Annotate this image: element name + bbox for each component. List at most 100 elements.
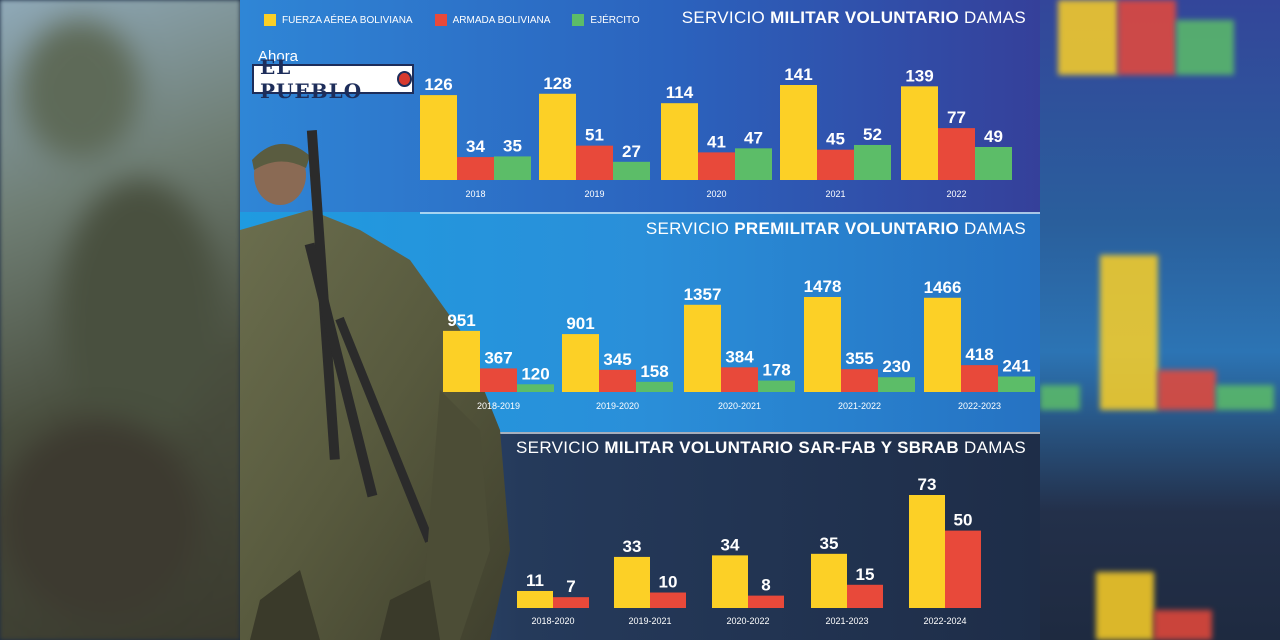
- category-label: 2020-2021: [718, 401, 761, 411]
- data-label: 34: [721, 535, 740, 554]
- data-label: 33: [623, 537, 642, 556]
- bar-2-3-0: [811, 553, 847, 608]
- data-label: 139: [905, 66, 933, 85]
- title-bold: MILITAR VOLUNTARIO: [770, 8, 960, 27]
- category-label: 2020-2022: [726, 616, 769, 626]
- infographic: FUERZA AÉREA BOLIVIANA ARMADA BOLIVIANA …: [240, 0, 1040, 640]
- data-label: 345: [603, 350, 631, 369]
- bar-2-2-1: [748, 595, 784, 608]
- bar-1-1-1: [599, 369, 636, 392]
- bar-2-0-0: [517, 590, 553, 608]
- legend-swatch: [434, 14, 447, 26]
- bar-1-4-2: [998, 376, 1035, 392]
- title-pre: SERVICIO: [681, 8, 771, 27]
- data-label: 241: [1002, 357, 1030, 376]
- data-label: 128: [543, 74, 571, 93]
- bar-1-2-0: [684, 304, 721, 392]
- logo-name: EL PUEBLO: [260, 55, 363, 103]
- title-post: DAMAS: [959, 438, 1026, 457]
- data-label: 51: [585, 126, 604, 145]
- bar-0-2-0: [661, 103, 698, 180]
- data-label: 114: [666, 83, 694, 102]
- bar-2-4-0: [909, 495, 945, 608]
- bar-2-4-1: [945, 530, 981, 608]
- bar-0-2-1: [698, 152, 735, 180]
- bar-0-4-0: [901, 86, 938, 180]
- title-bold: MILITAR VOLUNTARIO SAR-FAB Y SBRAB: [604, 438, 960, 457]
- bar-1-3-1: [841, 369, 878, 392]
- title-pre: SERVICIO: [645, 219, 735, 238]
- data-label: 384: [725, 347, 754, 366]
- data-label: 126: [424, 75, 452, 94]
- title-post: DAMAS: [959, 8, 1026, 27]
- legend-item-armada: ARMADA BOLIVIANA: [434, 14, 551, 26]
- bar-charts: 126 34 35 2018 128 51 27 2019 114 41 47 2020 141 45 52…: [420, 65, 1035, 626]
- category-label: 2019: [584, 189, 604, 199]
- data-label: 47: [744, 128, 763, 147]
- category-label: 2021-2022: [838, 401, 881, 411]
- bar-2-2-0: [712, 555, 748, 608]
- data-label: 50: [954, 511, 973, 530]
- bar-2-3-1: [847, 584, 883, 608]
- category-label: 2018-2020: [531, 616, 574, 626]
- legend-label: FUERZA AÉREA BOLIVIANA: [282, 14, 413, 26]
- data-label: 120: [521, 364, 549, 383]
- category-label: 2019-2021: [628, 616, 671, 626]
- bar-2-0-1: [553, 597, 589, 608]
- bar-0-4-2: [975, 146, 1012, 180]
- data-label: 230: [882, 357, 910, 376]
- title-pre: SERVICIO: [516, 438, 605, 457]
- bar-0-1-1: [576, 145, 613, 180]
- title-post: DAMAS: [959, 219, 1026, 238]
- data-label: 951: [447, 311, 475, 330]
- bar-1-4-1: [961, 365, 998, 392]
- bar-0-3-2: [854, 144, 891, 180]
- title-bold: PREMILITAR VOLUNTARIO: [734, 219, 960, 238]
- bar-0-1-2: [613, 161, 650, 180]
- legend-item-fuerza-aerea: FUERZA AÉREA BOLIVIANA: [264, 14, 413, 26]
- data-label: 52: [863, 125, 882, 144]
- bar-0-4-1: [938, 128, 975, 180]
- data-label: 8: [761, 576, 770, 595]
- legend-label: EJÉRCITO: [590, 14, 640, 26]
- category-label: 2022-2024: [923, 616, 966, 626]
- bar-0-2-2: [735, 148, 772, 180]
- bar-1-4-0: [924, 297, 961, 392]
- section-title-1: SERVICIO MILITAR VOLUNTARIO DAMAS: [682, 8, 1026, 28]
- legend-label: ARMADA BOLIVIANA: [452, 14, 551, 26]
- section-divider: [420, 432, 1040, 434]
- category-label: 2019-2020: [596, 401, 639, 411]
- bar-1-0-1: [480, 368, 517, 392]
- data-label: 35: [503, 136, 522, 155]
- category-label: 2020: [706, 189, 726, 199]
- data-label: 11: [526, 571, 544, 590]
- bar-2-1-1: [650, 592, 686, 608]
- bar-1-0-0: [443, 330, 480, 392]
- bar-0-3-1: [817, 149, 854, 180]
- data-label: 34: [466, 137, 485, 156]
- data-label: 10: [659, 573, 678, 592]
- data-label: 77: [947, 108, 966, 127]
- section-divider: [420, 212, 1040, 214]
- section-title-3: SERVICIO MILITAR VOLUNTARIO SAR-FAB Y SB…: [516, 438, 1026, 458]
- data-label: 73: [918, 475, 937, 494]
- data-label: 1478: [804, 277, 842, 296]
- category-label: 2018: [465, 189, 485, 199]
- logo-emblem-icon: [396, 71, 412, 87]
- bar-0-1-0: [539, 93, 576, 180]
- data-label: 1357: [684, 285, 722, 304]
- data-label: 15: [856, 565, 875, 584]
- chart-legend: FUERZA AÉREA BOLIVIANA ARMADA BOLIVIANA …: [264, 14, 640, 26]
- bar-0-0-1: [457, 157, 494, 180]
- legend-swatch: [264, 14, 276, 26]
- bar-0-0-2: [494, 156, 531, 180]
- bar-1-2-2: [758, 380, 795, 392]
- data-label: 141: [784, 65, 812, 84]
- bar-1-3-2: [878, 377, 915, 392]
- legend-swatch: [572, 14, 585, 26]
- category-label: 2021: [825, 189, 845, 199]
- data-label: 7: [566, 577, 575, 596]
- blurred-photo-left: [0, 0, 240, 640]
- data-label: 1466: [924, 278, 962, 297]
- bar-2-1-0: [614, 556, 650, 608]
